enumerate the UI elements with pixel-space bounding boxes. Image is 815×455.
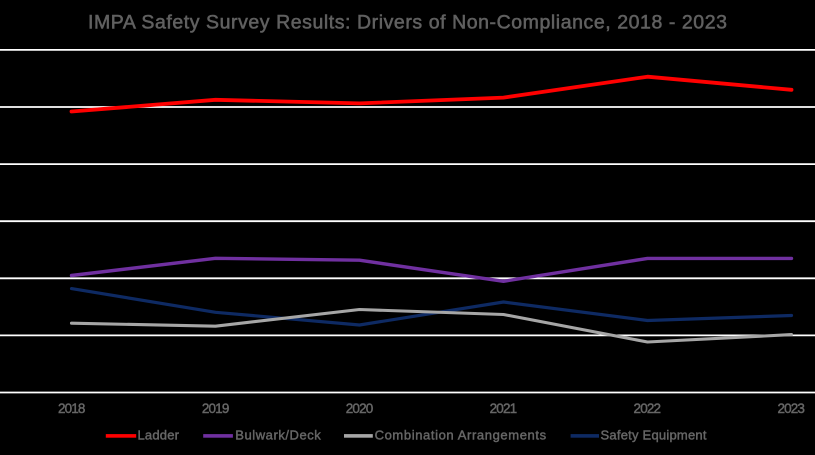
svg-text:Combination Arrangements: Combination Arrangements	[375, 428, 547, 443]
svg-text:Bulwark/Deck: Bulwark/Deck	[235, 428, 321, 443]
svg-text:Ladder: Ladder	[138, 428, 180, 443]
svg-text:IMPA Safety Survey Results: Dr: IMPA Safety Survey Results: Drivers of N…	[88, 11, 727, 33]
svg-text:Safety Equipment: Safety Equipment	[601, 428, 707, 443]
svg-text:2021: 2021	[490, 401, 518, 416]
svg-text:2023: 2023	[777, 401, 805, 416]
svg-text:2018: 2018	[58, 401, 86, 416]
svg-text:2022: 2022	[634, 401, 662, 416]
svg-text:2019: 2019	[202, 401, 230, 416]
svg-text:2020: 2020	[346, 401, 374, 416]
